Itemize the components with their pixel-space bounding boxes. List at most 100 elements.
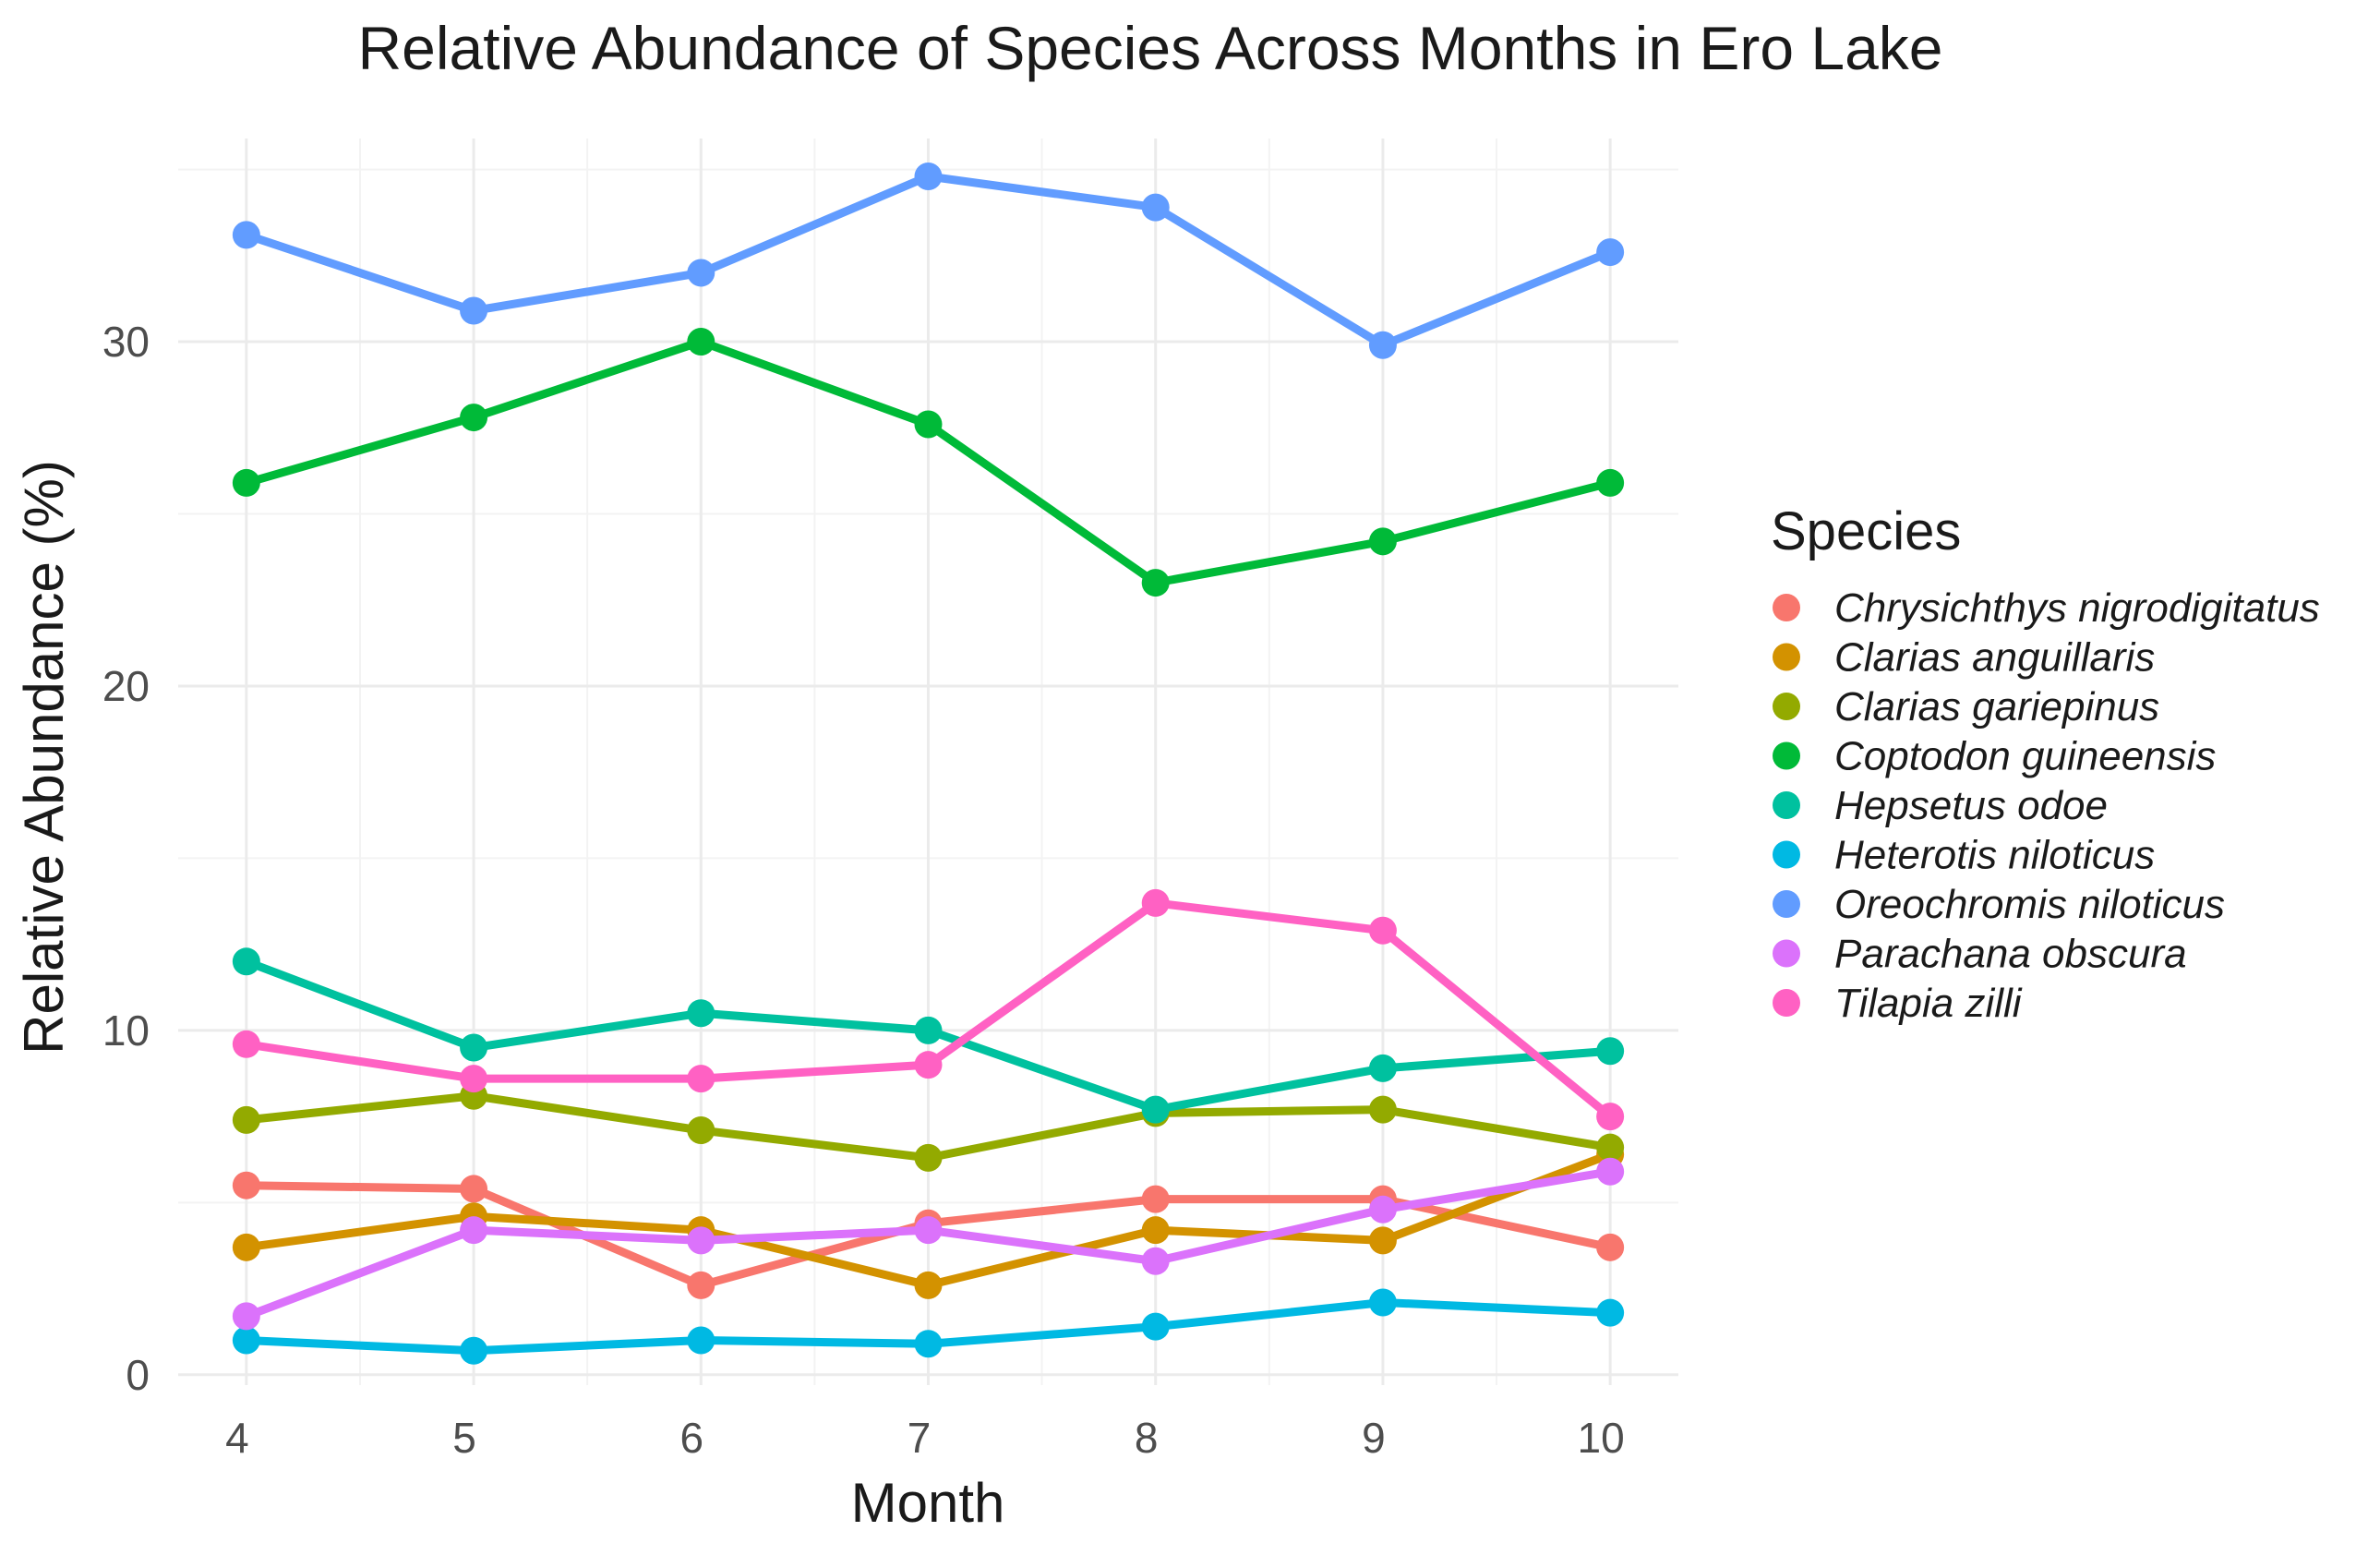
data-point [460,1175,488,1203]
legend-swatch [1773,989,1800,1017]
legend-label: Coptodon guineensis [1834,734,2216,779]
data-point [1368,1226,1397,1255]
y-tick-label: 20 [102,662,150,710]
legend-item: Oreochromis niloticus [1773,882,2225,927]
data-point [1141,1247,1170,1275]
series-group [232,163,1625,359]
legend: Species Chrysichthys nigrodigitatusClari… [1771,501,2320,1026]
x-tick-label: 9 [1362,1414,1386,1462]
legend-label: Parachana obscura [1834,932,2187,977]
data-point [232,1326,260,1355]
data-point [232,221,260,249]
data-point [1368,916,1397,945]
data-point [1596,1133,1625,1162]
legend-swatch [1773,939,1800,968]
legend-swatch [1773,791,1800,819]
legend-label: Hepsetus odoe [1834,783,2108,828]
legend-label: Oreochromis niloticus [1834,882,2225,927]
series-group [232,328,1625,597]
legend-swatch [1773,693,1800,720]
data-point [232,1030,260,1058]
data-point [687,1065,715,1093]
x-tick-labels: 4 5 6 7 8 9 10 [225,1414,1625,1462]
x-tick-label: 8 [1135,1414,1159,1462]
data-point [232,1171,260,1199]
data-point [914,1051,943,1079]
data-point [687,1326,715,1355]
legend-swatch [1773,594,1800,621]
legend-label: Heterotis niloticus [1834,833,2155,878]
data-point [460,296,488,325]
legend-item: Tilapia zilli [1773,981,2023,1026]
data-point [1368,331,1397,359]
legend-title: Species [1771,501,1961,561]
data-point [914,410,943,439]
data-point [914,1216,943,1245]
legend-item: Coptodon guineensis [1773,734,2216,779]
data-point [1596,1103,1625,1131]
data-point [232,1302,260,1331]
data-point [1596,1298,1625,1327]
grid-layer [178,139,1678,1385]
legend-swatch [1773,890,1800,918]
data-point [687,1271,715,1299]
legend-item: Hepsetus odoe [1773,783,2108,828]
data-point [1141,193,1170,222]
legend-label: Tilapia zilli [1834,981,2023,1026]
series-layer [232,163,1625,1365]
series-group [232,888,1625,1131]
data-point [232,1233,260,1261]
data-point [914,1016,943,1044]
data-point [1596,468,1625,497]
data-point [460,1065,488,1093]
data-point [1368,1095,1397,1124]
legend-swatch [1773,840,1800,869]
data-point [687,999,715,1028]
data-point [914,1330,943,1358]
data-point [687,1226,715,1255]
data-point [1141,1185,1170,1213]
data-point [1141,569,1170,597]
x-tick-label: 6 [679,1414,703,1462]
data-point [1141,1216,1170,1245]
data-point [232,947,260,976]
data-point [460,404,488,432]
legend-label: Chrysichthys nigrodigitatus [1834,585,2320,631]
legend-label: Clarias anguillaris [1834,635,2155,681]
data-point [1596,1157,1625,1186]
x-axis-title: Month [851,1472,1005,1534]
y-tick-label: 0 [126,1351,150,1399]
data-point [1368,1195,1397,1224]
legend-label: Clarias gariepinus [1834,684,2159,729]
y-tick-label: 10 [102,1007,150,1055]
legend-item: Heterotis niloticus [1773,833,2155,878]
x-tick-label: 7 [908,1414,932,1462]
data-point [1368,527,1397,556]
y-tick-labels: 0 10 20 30 [102,318,150,1399]
y-axis-title: Relative Abundance (%) [13,460,75,1055]
legend-item: Clarias anguillaris [1773,635,2155,681]
chart-title: Relative Abundance of Species Across Mon… [358,14,1943,82]
x-tick-label: 5 [452,1414,476,1462]
legend-swatch [1773,741,1800,770]
legend-item: Clarias gariepinus [1773,684,2159,729]
data-point [1596,1233,1625,1261]
legend-item: Chrysichthys nigrodigitatus [1773,585,2320,631]
data-point [914,163,943,191]
data-point [1368,1054,1397,1082]
data-point [1141,1312,1170,1341]
data-point [460,1033,488,1062]
data-point [460,1336,488,1365]
data-point [232,468,260,497]
y-tick-label: 30 [102,318,150,366]
data-point [1596,1037,1625,1066]
legend-swatch [1773,643,1800,671]
data-point [1141,1095,1170,1124]
data-point [1596,238,1625,267]
data-point [687,1116,715,1145]
data-point [1368,1288,1397,1317]
data-point [914,1271,943,1299]
